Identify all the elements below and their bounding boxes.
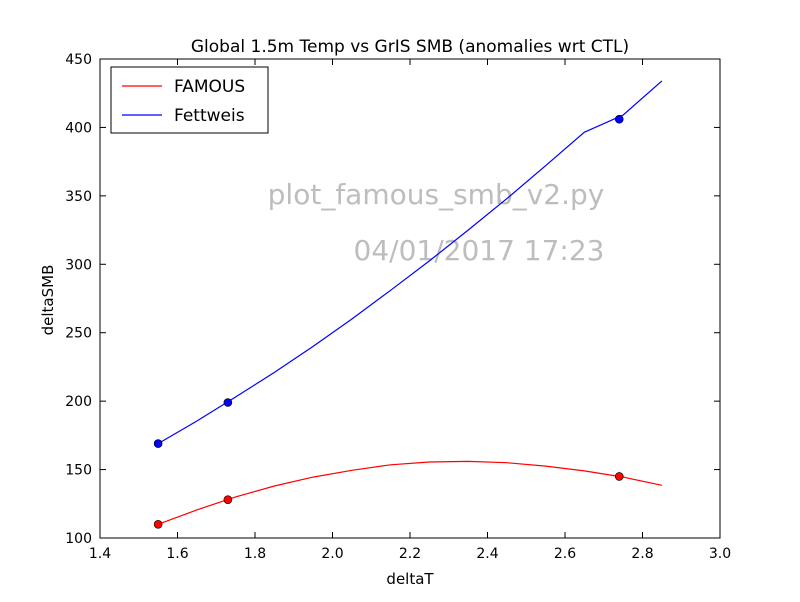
x-axis-label: deltaT (386, 570, 434, 588)
chart-title: Global 1.5m Temp vs GrIS SMB (anomalies … (191, 37, 629, 57)
data-point-fettweis-2 (614, 114, 624, 124)
legend-label-fettweis: Fettweis (174, 106, 245, 126)
data-point-famous-1 (223, 495, 233, 504)
data-point-fettweis-0 (153, 439, 163, 448)
legend: FAMOUS Fettweis (110, 66, 269, 134)
x-tick-label: 2.4 (476, 546, 498, 562)
x-tick-label: 2.0 (321, 546, 343, 562)
y-tick-label: 200 (65, 394, 92, 410)
series-line-famous (157, 460, 663, 525)
y-tick-label: 350 (65, 189, 92, 205)
data-point-famous-2 (614, 472, 624, 481)
y-tick-label: 250 (65, 326, 92, 342)
watermark-script-name: plot_famous_smb_v2.py (268, 178, 605, 211)
x-tick-label: 2.8 (631, 546, 653, 562)
series-layer (153, 80, 663, 529)
x-tick-label: 3.0 (709, 546, 731, 562)
y-tick-label: 400 (65, 120, 92, 136)
series-line-fettweis (157, 80, 663, 445)
x-tick-label: 1.6 (166, 546, 188, 562)
watermark-timestamp: 04/01/2017 17:23 (354, 234, 605, 267)
x-tick-label: 2.2 (399, 546, 421, 562)
y-tick-label: 450 (65, 52, 92, 68)
x-tick-label: 1.4 (89, 546, 111, 562)
ticks-layer: 1.4 1.6 1.8 2.0 2.2 2.4 2.6 2.8 3.0 100 150 200 250 3… (65, 52, 731, 562)
y-axis-label: deltaSMB (39, 265, 57, 336)
data-point-famous-0 (153, 520, 163, 529)
data-point-fettweis-1 (223, 398, 233, 407)
x-tick-label: 2.6 (554, 546, 576, 562)
legend-box (110, 66, 269, 134)
legend-label-famous: FAMOUS (174, 77, 245, 97)
x-tick-label: 1.8 (244, 546, 266, 562)
y-tick-label: 100 (65, 531, 92, 547)
y-tick-label: 150 (65, 463, 92, 479)
y-tick-label: 300 (65, 257, 92, 273)
